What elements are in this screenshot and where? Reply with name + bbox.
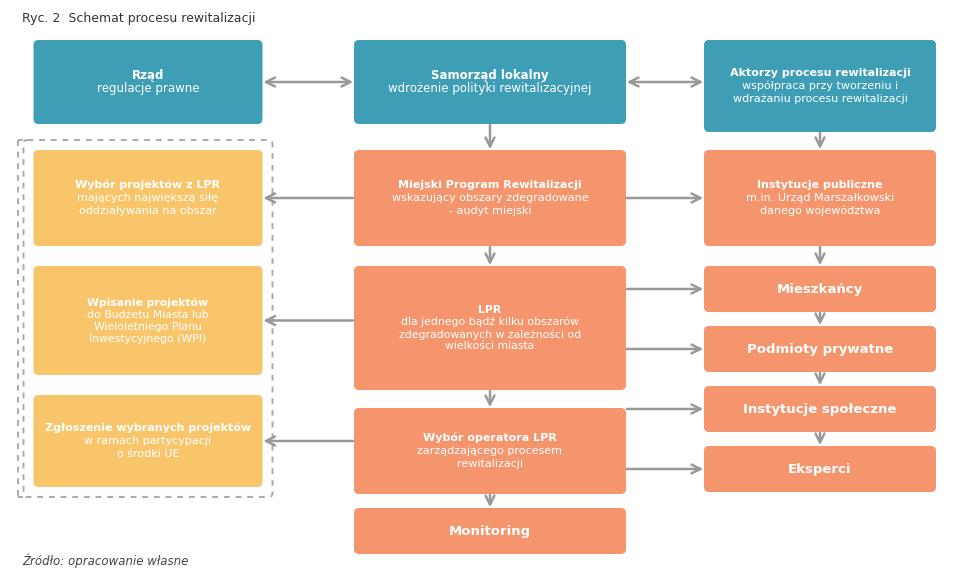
- Text: Miejski Program Rewitalizacji: Miejski Program Rewitalizacji: [398, 180, 581, 190]
- FancyBboxPatch shape: [354, 40, 625, 124]
- Text: Instytucje społeczne: Instytucje społeczne: [742, 403, 895, 415]
- Text: Rząd: Rząd: [132, 69, 164, 82]
- Text: Wieloletniego Planu: Wieloletniego Planu: [94, 321, 202, 332]
- Text: zdegradowanych w zależności od: zdegradowanych w zależności od: [398, 328, 580, 339]
- Text: Wybór projektów z LPR: Wybór projektów z LPR: [76, 180, 220, 190]
- Text: Instytucje publiczne: Instytucje publiczne: [757, 180, 882, 190]
- Text: Aktorzy procesu rewitalizacji: Aktorzy procesu rewitalizacji: [729, 68, 910, 78]
- Text: Źródło: opracowanie własne: Źródło: opracowanie własne: [22, 554, 188, 568]
- Text: Wybór operatora LPR: Wybór operatora LPR: [422, 433, 556, 443]
- FancyBboxPatch shape: [703, 446, 935, 492]
- FancyBboxPatch shape: [703, 40, 935, 132]
- Text: Zgłoszenie wybranych projektów: Zgłoszenie wybranych projektów: [45, 423, 251, 433]
- Text: Monitoring: Monitoring: [449, 525, 530, 537]
- FancyBboxPatch shape: [354, 408, 625, 494]
- Text: - audyt miejski: - audyt miejski: [449, 206, 531, 216]
- Text: rewitalizacji: rewitalizacji: [456, 459, 522, 469]
- FancyBboxPatch shape: [34, 40, 263, 124]
- Text: wdrożenie polityki rewitalizacyjnej: wdrożenie polityki rewitalizacyjnej: [388, 82, 591, 95]
- FancyBboxPatch shape: [34, 266, 263, 375]
- Text: wskazujący obszary zdegradowane: wskazujący obszary zdegradowane: [391, 193, 588, 203]
- Text: Inwestycyjnego (WPI): Inwestycyjnego (WPI): [89, 333, 206, 343]
- Text: m.in. Urząd Marszałkowski: m.in. Urząd Marszałkowski: [745, 193, 893, 203]
- Text: Mieszkańcy: Mieszkańcy: [776, 282, 862, 296]
- Text: współpraca przy tworzeniu i: współpraca przy tworzeniu i: [741, 81, 897, 91]
- Text: Eksperci: Eksperci: [788, 462, 851, 475]
- Text: o środki UE: o środki UE: [116, 449, 179, 459]
- Text: mających największą siłę: mających największą siłę: [78, 193, 218, 203]
- Text: oddziaływania na obszar: oddziaływania na obszar: [79, 206, 217, 216]
- FancyBboxPatch shape: [703, 150, 935, 246]
- Text: LPR: LPR: [478, 305, 501, 315]
- Text: w ramach partycypacji: w ramach partycypacji: [84, 436, 211, 446]
- Text: zarządzającego procesem: zarządzającego procesem: [417, 446, 562, 456]
- Text: wielkości miasta: wielkości miasta: [445, 341, 534, 351]
- Text: Samorząd lokalny: Samorząd lokalny: [431, 69, 548, 82]
- FancyBboxPatch shape: [703, 266, 935, 312]
- Text: Podmioty prywatne: Podmioty prywatne: [746, 343, 892, 356]
- Text: Ryc. 2  Schemat procesu rewitalizacji: Ryc. 2 Schemat procesu rewitalizacji: [22, 12, 255, 25]
- Text: dla jednego bądź kilku obszarów: dla jednego bądź kilku obszarów: [400, 317, 578, 327]
- Text: regulacje prawne: regulacje prawne: [97, 82, 199, 95]
- FancyBboxPatch shape: [34, 395, 263, 487]
- Text: danego województwa: danego województwa: [759, 206, 879, 216]
- Text: wdrażaniu procesu rewitalizacji: wdrażaniu procesu rewitalizacji: [732, 94, 907, 104]
- FancyBboxPatch shape: [354, 508, 625, 554]
- FancyBboxPatch shape: [354, 266, 625, 390]
- Text: do Budżetu Miasta lub: do Budżetu Miasta lub: [87, 310, 208, 320]
- Text: Wpisanie projektów: Wpisanie projektów: [87, 297, 208, 308]
- FancyBboxPatch shape: [354, 150, 625, 246]
- FancyBboxPatch shape: [703, 326, 935, 372]
- FancyBboxPatch shape: [34, 150, 263, 246]
- FancyBboxPatch shape: [703, 386, 935, 432]
